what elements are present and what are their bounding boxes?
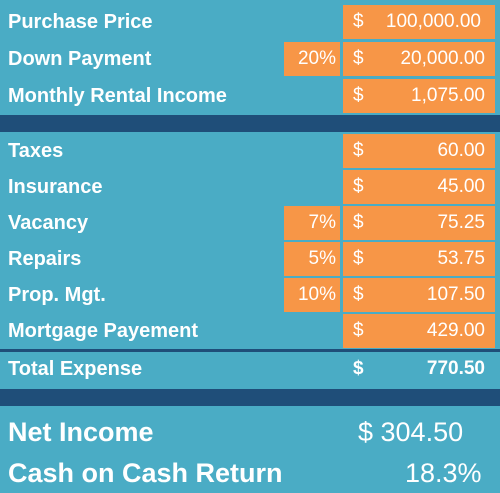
cell-mortgage-payment[interactable]: $ 429.00 <box>343 314 495 348</box>
label-total-expense: Total Expense <box>8 357 143 380</box>
label-vacancy: Vacancy <box>8 211 89 234</box>
label-prop-mgt: Prop. Mgt. <box>8 283 106 306</box>
cell-repairs-pct[interactable]: 5% <box>284 242 340 276</box>
amount-mortgage-payment: 429.00 <box>426 320 485 341</box>
cell-vacancy[interactable]: $ 75.25 <box>343 206 495 240</box>
currency-symbol: $ <box>353 48 364 69</box>
row-vacancy[interactable]: Vacancy 7% $ 75.25 <box>0 206 500 240</box>
currency-symbol: $ <box>353 320 364 341</box>
label-down-payment: Down Payment <box>8 47 152 70</box>
label-taxes: Taxes <box>8 139 64 162</box>
row-net-income[interactable]: Net Income $ 304.50 <box>0 410 500 454</box>
cell-down-payment[interactable]: $ 20,000.00 <box>343 42 495 76</box>
amount-repairs: 53.75 <box>437 248 485 269</box>
cell-monthly-rental-income[interactable]: $ 1,075.00 <box>343 79 495 113</box>
row-taxes[interactable]: Taxes $ 60.00 <box>0 134 500 168</box>
row-down-payment[interactable]: Down Payment 20% $ 20,000.00 <box>0 42 500 76</box>
amount-monthly-rental-income: 1,075.00 <box>411 85 485 106</box>
currency-symbol: $ <box>353 212 364 233</box>
label-purchase-price: Purchase Price <box>8 10 153 33</box>
currency-symbol: $ <box>353 11 364 32</box>
row-repairs[interactable]: Repairs 5% $ 53.75 <box>0 242 500 276</box>
row-monthly-rental-income[interactable]: Monthly Rental Income $ 1,075.00 <box>0 79 500 113</box>
cell-prop-mgt-pct[interactable]: 10% <box>284 278 340 312</box>
row-prop-mgt[interactable]: Prop. Mgt. 10% $ 107.50 <box>0 278 500 312</box>
currency-symbol: $ <box>353 248 364 269</box>
cell-purchase-price[interactable]: $ 100,000.00 <box>343 5 495 39</box>
amount-prop-mgt: 107.50 <box>426 284 485 305</box>
currency-symbol: $ <box>353 358 364 379</box>
pct-vacancy: 7% <box>308 212 336 233</box>
label-net-income: Net Income <box>8 416 154 447</box>
amount-total-expense: 770.50 <box>426 358 485 379</box>
pct-down-payment: 20% <box>297 48 336 69</box>
pct-repairs: 5% <box>308 248 336 269</box>
cell-prop-mgt[interactable]: $ 107.50 <box>343 278 495 312</box>
cell-down-payment-pct[interactable]: 20% <box>284 42 340 76</box>
label-insurance: Insurance <box>8 175 103 198</box>
separator-bar <box>0 389 500 406</box>
value-net-income: $ 304.50 <box>358 416 464 447</box>
row-purchase-price[interactable]: Purchase Price $ 100,000.00 <box>0 5 500 39</box>
amount-insurance: 45.00 <box>437 176 485 197</box>
cell-total-expense[interactable]: $ 770.50 <box>343 352 495 386</box>
row-mortgage-payment[interactable]: Mortgage Payement $ 429.00 <box>0 314 500 348</box>
value-cash-on-cash-return: 18.3% <box>405 458 482 488</box>
currency-symbol: $ <box>353 176 364 197</box>
amount-taxes: 60.00 <box>437 140 485 161</box>
amount-down-payment: 20,000.00 <box>400 48 485 69</box>
amount-purchase-price: 100,000.00 <box>385 11 481 32</box>
label-monthly-rental-income: Monthly Rental Income <box>8 84 227 107</box>
currency-symbol: $ <box>353 140 364 161</box>
row-total-expense[interactable]: Total Expense $ 770.50 <box>0 352 500 386</box>
currency-symbol: $ <box>353 284 364 305</box>
row-insurance[interactable]: Insurance $ 45.00 <box>0 170 500 204</box>
cell-insurance[interactable]: $ 45.00 <box>343 170 495 204</box>
total-top-border <box>0 349 500 352</box>
label-repairs: Repairs <box>8 247 82 270</box>
separator-bar <box>0 115 500 132</box>
label-cash-on-cash-return: Cash on Cash Return <box>8 458 283 488</box>
currency-symbol: $ <box>353 85 364 106</box>
row-cash-on-cash-return[interactable]: Cash on Cash Return 18.3% <box>0 454 500 493</box>
amount-vacancy: 75.25 <box>437 212 485 233</box>
cell-taxes[interactable]: $ 60.00 <box>343 134 495 168</box>
pct-prop-mgt: 10% <box>297 284 336 305</box>
cell-repairs[interactable]: $ 53.75 <box>343 242 495 276</box>
cell-vacancy-pct[interactable]: 7% <box>284 206 340 240</box>
label-mortgage-payment: Mortgage Payement <box>8 319 199 342</box>
